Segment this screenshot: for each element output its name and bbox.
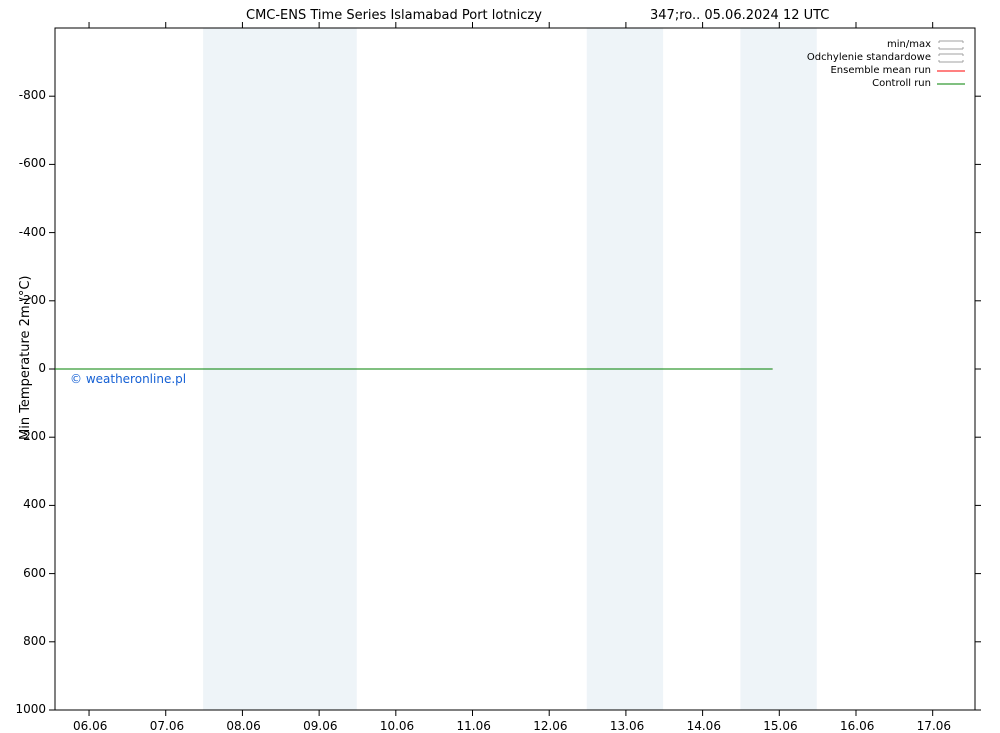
legend-item-label: Controll run — [872, 78, 931, 89]
y-tick-label: 0 — [38, 361, 46, 375]
legend-item-label: min/max — [887, 39, 931, 50]
x-tick-label: 12.06 — [533, 719, 567, 733]
legend-item: Controll run — [800, 77, 965, 90]
legend-item: Odchylenie standardowe — [800, 51, 965, 64]
y-tick-label: 800 — [23, 634, 46, 648]
x-tick-label: 06.06 — [73, 719, 107, 733]
y-tick-label: 1000 — [15, 702, 46, 716]
legend-item-label: Ensemble mean run — [830, 65, 931, 76]
chart-svg — [0, 0, 1000, 733]
legend-item: min/max — [800, 38, 965, 51]
x-tick-label: 07.06 — [150, 719, 184, 733]
y-tick-label: -600 — [19, 156, 46, 170]
y-tick-label: 600 — [23, 566, 46, 580]
y-tick-label: 400 — [23, 497, 46, 511]
x-tick-label: 14.06 — [687, 719, 721, 733]
y-ticks-group — [49, 96, 981, 710]
x-tick-label: 09.06 — [303, 719, 337, 733]
legend-item-label: Odchylenie standardowe — [807, 52, 931, 63]
chart-container: CMC-ENS Time Series Islamabad Port lotni… — [0, 0, 1000, 733]
x-tick-label: 10.06 — [380, 719, 414, 733]
y-tick-label: -400 — [19, 225, 46, 239]
y-tick-label: -200 — [19, 293, 46, 307]
legend: min/max Odchylenie standardowe Ensemble me… — [800, 38, 965, 90]
x-tick-label: 11.06 — [457, 719, 491, 733]
x-tick-label: 13.06 — [610, 719, 644, 733]
watermark: © weatheronline.pl — [70, 372, 186, 386]
legend-swatch — [937, 79, 965, 89]
legend-item: Ensemble mean run — [800, 64, 965, 77]
legend-swatch — [937, 40, 965, 50]
x-tick-label: 16.06 — [840, 719, 874, 733]
x-tick-label: 15.06 — [763, 719, 797, 733]
y-tick-label: 200 — [23, 429, 46, 443]
x-tick-label: 08.06 — [226, 719, 260, 733]
x-tick-label: 17.06 — [917, 719, 951, 733]
legend-swatch — [937, 66, 965, 76]
y-tick-label: -800 — [19, 88, 46, 102]
legend-swatch — [937, 53, 965, 63]
